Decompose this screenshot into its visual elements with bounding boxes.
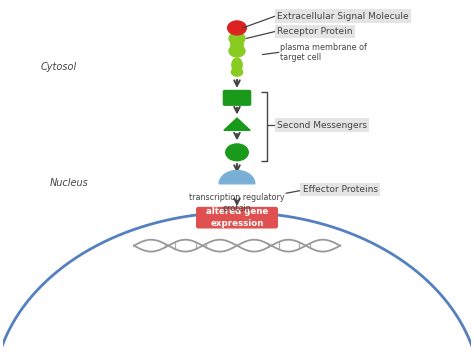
Circle shape [231,68,243,76]
Text: plasma membrane of
target cell: plasma membrane of target cell [280,43,367,62]
Text: Effector Proteins: Effector Proteins [302,185,378,194]
Circle shape [229,32,245,44]
Text: altered gene
expression: altered gene expression [206,207,268,228]
Text: Extracellular Signal Molecule: Extracellular Signal Molecule [277,12,409,21]
Ellipse shape [232,58,242,72]
Text: transcription regulatory
protein: transcription regulatory protein [189,193,285,213]
Text: Second Messengers: Second Messengers [277,121,367,130]
Polygon shape [224,118,250,130]
Text: Cytosol: Cytosol [40,62,76,72]
FancyBboxPatch shape [197,208,277,228]
Circle shape [229,45,245,57]
FancyBboxPatch shape [223,91,251,105]
Wedge shape [219,170,255,184]
Circle shape [226,144,248,161]
Text: Receptor Protein: Receptor Protein [277,27,352,36]
Text: Nucleus: Nucleus [50,178,88,188]
Circle shape [228,21,246,35]
FancyBboxPatch shape [231,37,243,49]
